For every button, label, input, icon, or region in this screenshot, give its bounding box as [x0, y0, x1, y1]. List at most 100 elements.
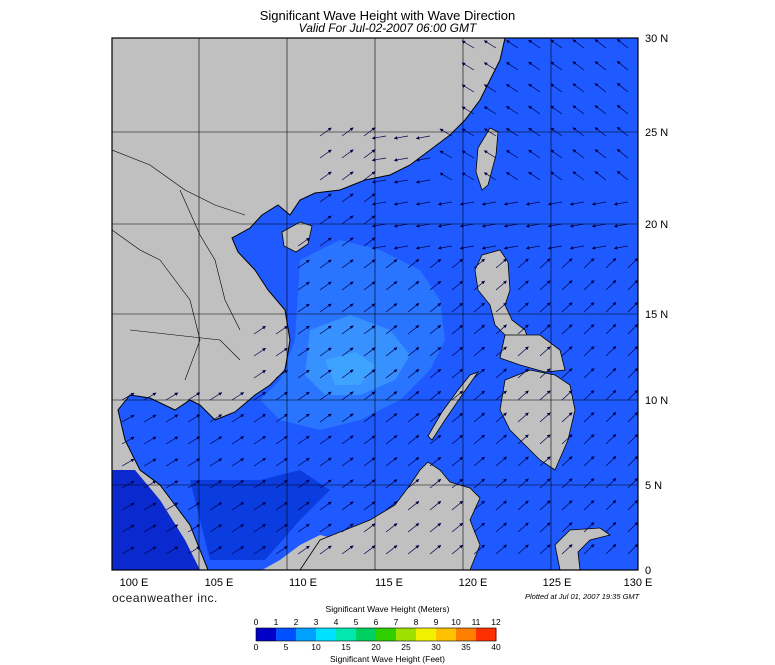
wave-direction-arrow [143, 524, 157, 533]
wave-direction-arrow [297, 545, 310, 555]
wave-direction-arrow [561, 346, 573, 357]
wave-direction-arrow [481, 245, 497, 250]
wave-direction-arrow [539, 434, 551, 445]
wave-direction-arrow [583, 324, 595, 335]
wave-direction-arrow [451, 456, 464, 467]
wave-direction-arrow [385, 479, 398, 489]
wave-direction-arrow [231, 480, 245, 489]
wave-direction-arrow [605, 301, 617, 313]
wave-direction-arrow [341, 171, 354, 181]
lon-tick-label: 115 E [375, 577, 403, 589]
wave-direction-arrow [591, 223, 607, 228]
colorbar [255, 627, 497, 642]
wave-direction-arrow [319, 281, 332, 291]
wave-direction-arrow [517, 478, 529, 489]
wave-direction-arrow [439, 150, 453, 159]
wave-direction-arrow [613, 245, 629, 250]
wave-direction-arrow [483, 128, 497, 137]
wave-direction-arrow [495, 346, 507, 357]
wave-direction-arrow [517, 346, 529, 357]
wave-direction-arrow [539, 478, 551, 489]
wave-direction-arrow [121, 392, 135, 401]
wave-direction-arrow [429, 412, 442, 423]
wave-direction-arrow [550, 127, 563, 137]
colorbar-meter-tick: 12 [491, 617, 501, 627]
wave-direction-arrow [297, 501, 310, 511]
wave-direction-arrow [627, 543, 638, 555]
wave-direction-arrow [319, 347, 332, 357]
wave-direction-arrow [253, 369, 266, 379]
wave-direction-arrow [297, 369, 310, 379]
wave-direction-arrow [187, 458, 201, 467]
wave-direction-arrow [461, 62, 475, 71]
colorbar-feet-tick: 25 [401, 642, 411, 652]
wave-direction-arrow [528, 171, 541, 181]
wave-direction-arrow [319, 435, 332, 445]
wave-direction-arrow [594, 171, 607, 181]
wave-direction-arrow [561, 280, 573, 291]
land-borneo [299, 461, 481, 570]
wave-direction-arrow [297, 303, 310, 313]
wave-direction-arrow [459, 201, 475, 206]
wave-direction-arrow [275, 545, 288, 555]
wave-direction-arrow [481, 201, 497, 206]
wave-direction-arrow [429, 258, 442, 269]
wave-direction-arrow [605, 367, 617, 379]
colorbar-swatch [276, 628, 297, 641]
wave-direction-arrow [275, 369, 288, 379]
colorbar-feet-tick: 20 [371, 642, 381, 652]
colorbar-meter-tick: 7 [394, 617, 399, 627]
wave-direction-arrow [363, 127, 376, 137]
wave-direction-arrow [591, 245, 607, 250]
wave-direction-arrow [363, 149, 376, 159]
wave-direction-arrow [483, 84, 497, 93]
colorbar-meter-tick: 11 [472, 617, 481, 627]
wave-direction-arrow [517, 544, 529, 555]
wave-direction-arrow [363, 523, 376, 533]
wave-direction-arrow [275, 479, 288, 489]
wave-direction-arrow [495, 456, 507, 467]
wave-direction-arrow [528, 127, 541, 137]
wave-direction-arrow [429, 500, 442, 511]
wave-direction-arrow [528, 149, 541, 159]
wave-direction-arrow [473, 346, 485, 357]
wave-direction-arrow [627, 477, 638, 489]
wave-direction-arrow [209, 458, 223, 467]
wave-direction-arrow [363, 369, 376, 379]
wave-direction-arrow [297, 413, 310, 423]
wave-direction-arrow [627, 345, 638, 357]
wave-direction-arrow [415, 201, 431, 206]
wave-direction-arrow [550, 61, 563, 71]
lat-tick-label: 25 N [645, 127, 668, 139]
wave-direction-arrow [341, 413, 354, 423]
wave-direction-arrow [319, 193, 332, 203]
wave-direction-arrow [627, 367, 638, 379]
wave-direction-arrow [143, 480, 157, 489]
wave-direction-arrow [627, 499, 638, 511]
wave-direction-arrow [550, 39, 563, 49]
wave-direction-arrow [319, 501, 332, 511]
wave-direction-arrow [451, 412, 464, 423]
wave-direction-arrow [517, 456, 529, 467]
wave-direction-arrow [393, 179, 409, 184]
wave-direction-arrow [616, 126, 629, 137]
wave-direction-arrow [429, 324, 442, 335]
colorbar-feet-tick: 10 [311, 642, 321, 652]
wave-direction-arrow [461, 128, 475, 137]
wave-direction-arrow [439, 128, 453, 137]
wave-direction-arrow [473, 280, 485, 291]
wave-direction-arrow [253, 523, 266, 533]
wave-direction-arrow [506, 106, 519, 115]
wave-direction-arrow [319, 303, 332, 313]
wave-direction-arrow [451, 522, 464, 533]
wave-direction-arrow [495, 390, 507, 401]
wave-direction-arrow [528, 83, 541, 93]
wave-direction-arrows [121, 38, 638, 555]
wave-direction-arrow [297, 347, 310, 357]
colorbar-feet-tick: 40 [491, 642, 501, 652]
wave-direction-arrow [539, 500, 551, 511]
wave-direction-arrow [231, 414, 245, 423]
wave-direction-arrow [371, 201, 387, 206]
wave-direction-arrow [495, 258, 507, 269]
